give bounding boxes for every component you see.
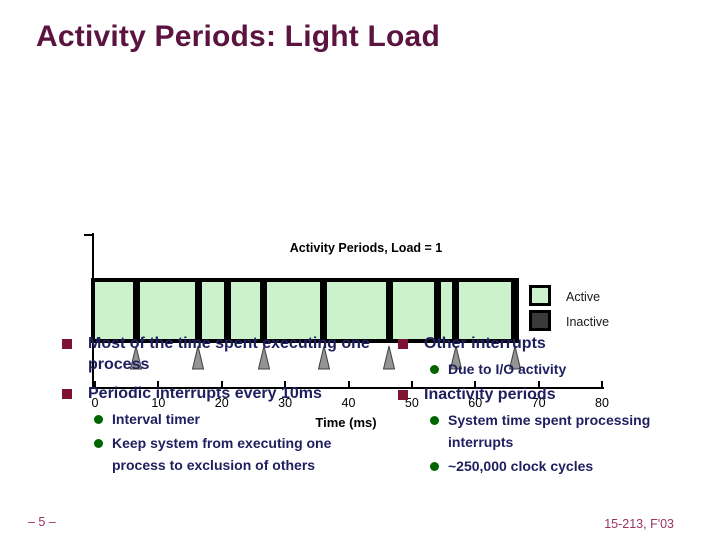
interrupt-arrow-icon <box>382 345 396 370</box>
bullet-text: Other interrupts <box>424 335 546 352</box>
activity-timeline-chart: Activity Periods, Load = 1 0 10 20 30 40 50 60… <box>0 110 720 430</box>
square-bullet-icon <box>398 339 408 349</box>
bullet-text: ~250,000 clock cycles <box>448 458 594 474</box>
x-axis-line <box>91 387 604 389</box>
bullet-text: Periodic interrupts every 10ms <box>88 385 322 402</box>
x-axis-tick-label: 20 <box>214 396 229 410</box>
round-bullet-icon <box>430 416 439 425</box>
x-axis-tick <box>284 381 287 388</box>
interrupt-arrow-icon <box>191 345 205 370</box>
sub-bullet-item: Due to I/O activity <box>428 358 714 380</box>
inactive-period-mark <box>132 278 140 343</box>
inactive-period-mark <box>320 278 328 343</box>
round-bullet-icon <box>430 365 439 374</box>
chart-title: Activity Periods, Load = 1 <box>289 241 443 255</box>
square-bullet-icon <box>398 390 408 400</box>
bullet-item: Other interrupts <box>396 333 714 354</box>
legend-inactive-swatch <box>529 310 551 331</box>
x-axis-tick-label: 10 <box>151 396 166 410</box>
x-axis-tick-label: 50 <box>404 396 419 410</box>
x-axis-tick-label: 70 <box>531 396 546 410</box>
x-axis-tick <box>601 381 603 388</box>
sub-bullet-item: System time spent processing interrupts <box>428 409 714 453</box>
inactive-period-mark <box>433 278 441 343</box>
bullet-text: Due to I/O activity <box>448 361 567 377</box>
bullet-item: Periodic interrupts every 10ms <box>60 383 378 404</box>
inactive-period-mark <box>452 278 460 343</box>
round-bullet-icon <box>94 415 103 424</box>
x-axis-tick <box>157 381 160 388</box>
bullet-text: Inactivity periods <box>424 386 556 403</box>
bullet-column-left: Most of the time spent executing one pro… <box>60 333 378 478</box>
bullet-item: Most of the time spent executing one pro… <box>60 333 378 375</box>
bullet-text: Most of the time spent executing one pro… <box>88 335 370 373</box>
inactive-period-mark <box>385 278 393 343</box>
legend-active-swatch <box>529 285 551 306</box>
page-number: – 5 – <box>28 515 56 529</box>
sub-bullet-item: ~250,000 clock cycles <box>428 455 714 477</box>
bullet-text: Interval timer <box>112 411 200 427</box>
x-axis-label: Time (ms) <box>315 415 377 430</box>
x-axis-tick-label: 0 <box>91 396 99 410</box>
x-axis-tick <box>410 381 413 388</box>
x-axis-tick-label: 60 <box>468 396 483 410</box>
x-axis-tick <box>474 381 477 388</box>
slide-title: Activity Periods: Light Load <box>36 20 440 53</box>
round-bullet-icon <box>430 462 439 471</box>
round-bullet-icon <box>94 439 103 448</box>
x-axis-tick <box>220 381 223 388</box>
bullet-item: Inactivity periods <box>396 384 714 405</box>
x-axis-tick-label: 30 <box>278 396 293 410</box>
interrupt-arrow-icon <box>129 345 143 370</box>
y-axis-tick <box>84 234 93 236</box>
sub-bullet-item: Interval timer <box>92 408 378 430</box>
inactive-period-mark <box>223 278 231 343</box>
bullet-text: System time spent processing interrupts <box>448 412 651 450</box>
activity-bar <box>91 278 519 343</box>
legend-inactive-label: Inactive <box>566 315 610 329</box>
square-bullet-icon <box>62 339 72 349</box>
square-bullet-icon <box>62 389 72 399</box>
sub-bullet-item: Keep system from executing one process t… <box>92 432 378 476</box>
interrupt-arrow-icon <box>508 345 522 370</box>
bullet-text: Keep system from executing one process t… <box>112 435 332 473</box>
x-axis-tick-label: 40 <box>341 396 356 410</box>
x-axis-tick <box>347 381 350 388</box>
x-axis-tick-label: 80 <box>595 396 609 410</box>
interrupt-arrow-icon <box>317 345 331 370</box>
course-tag: 15-213, F'03 <box>604 517 674 531</box>
x-axis-tick <box>537 381 540 388</box>
legend-active-label: Active <box>566 290 601 304</box>
inactive-period-mark <box>511 278 519 343</box>
inactive-period-mark <box>260 278 268 343</box>
inactive-period-mark <box>194 278 202 343</box>
interrupt-arrow-icon <box>449 345 463 370</box>
interrupt-arrow-icon <box>257 345 271 370</box>
bullet-column-right: Other interrupts Due to I/O activity Inact… <box>396 333 714 479</box>
x-axis-tick <box>94 381 96 388</box>
